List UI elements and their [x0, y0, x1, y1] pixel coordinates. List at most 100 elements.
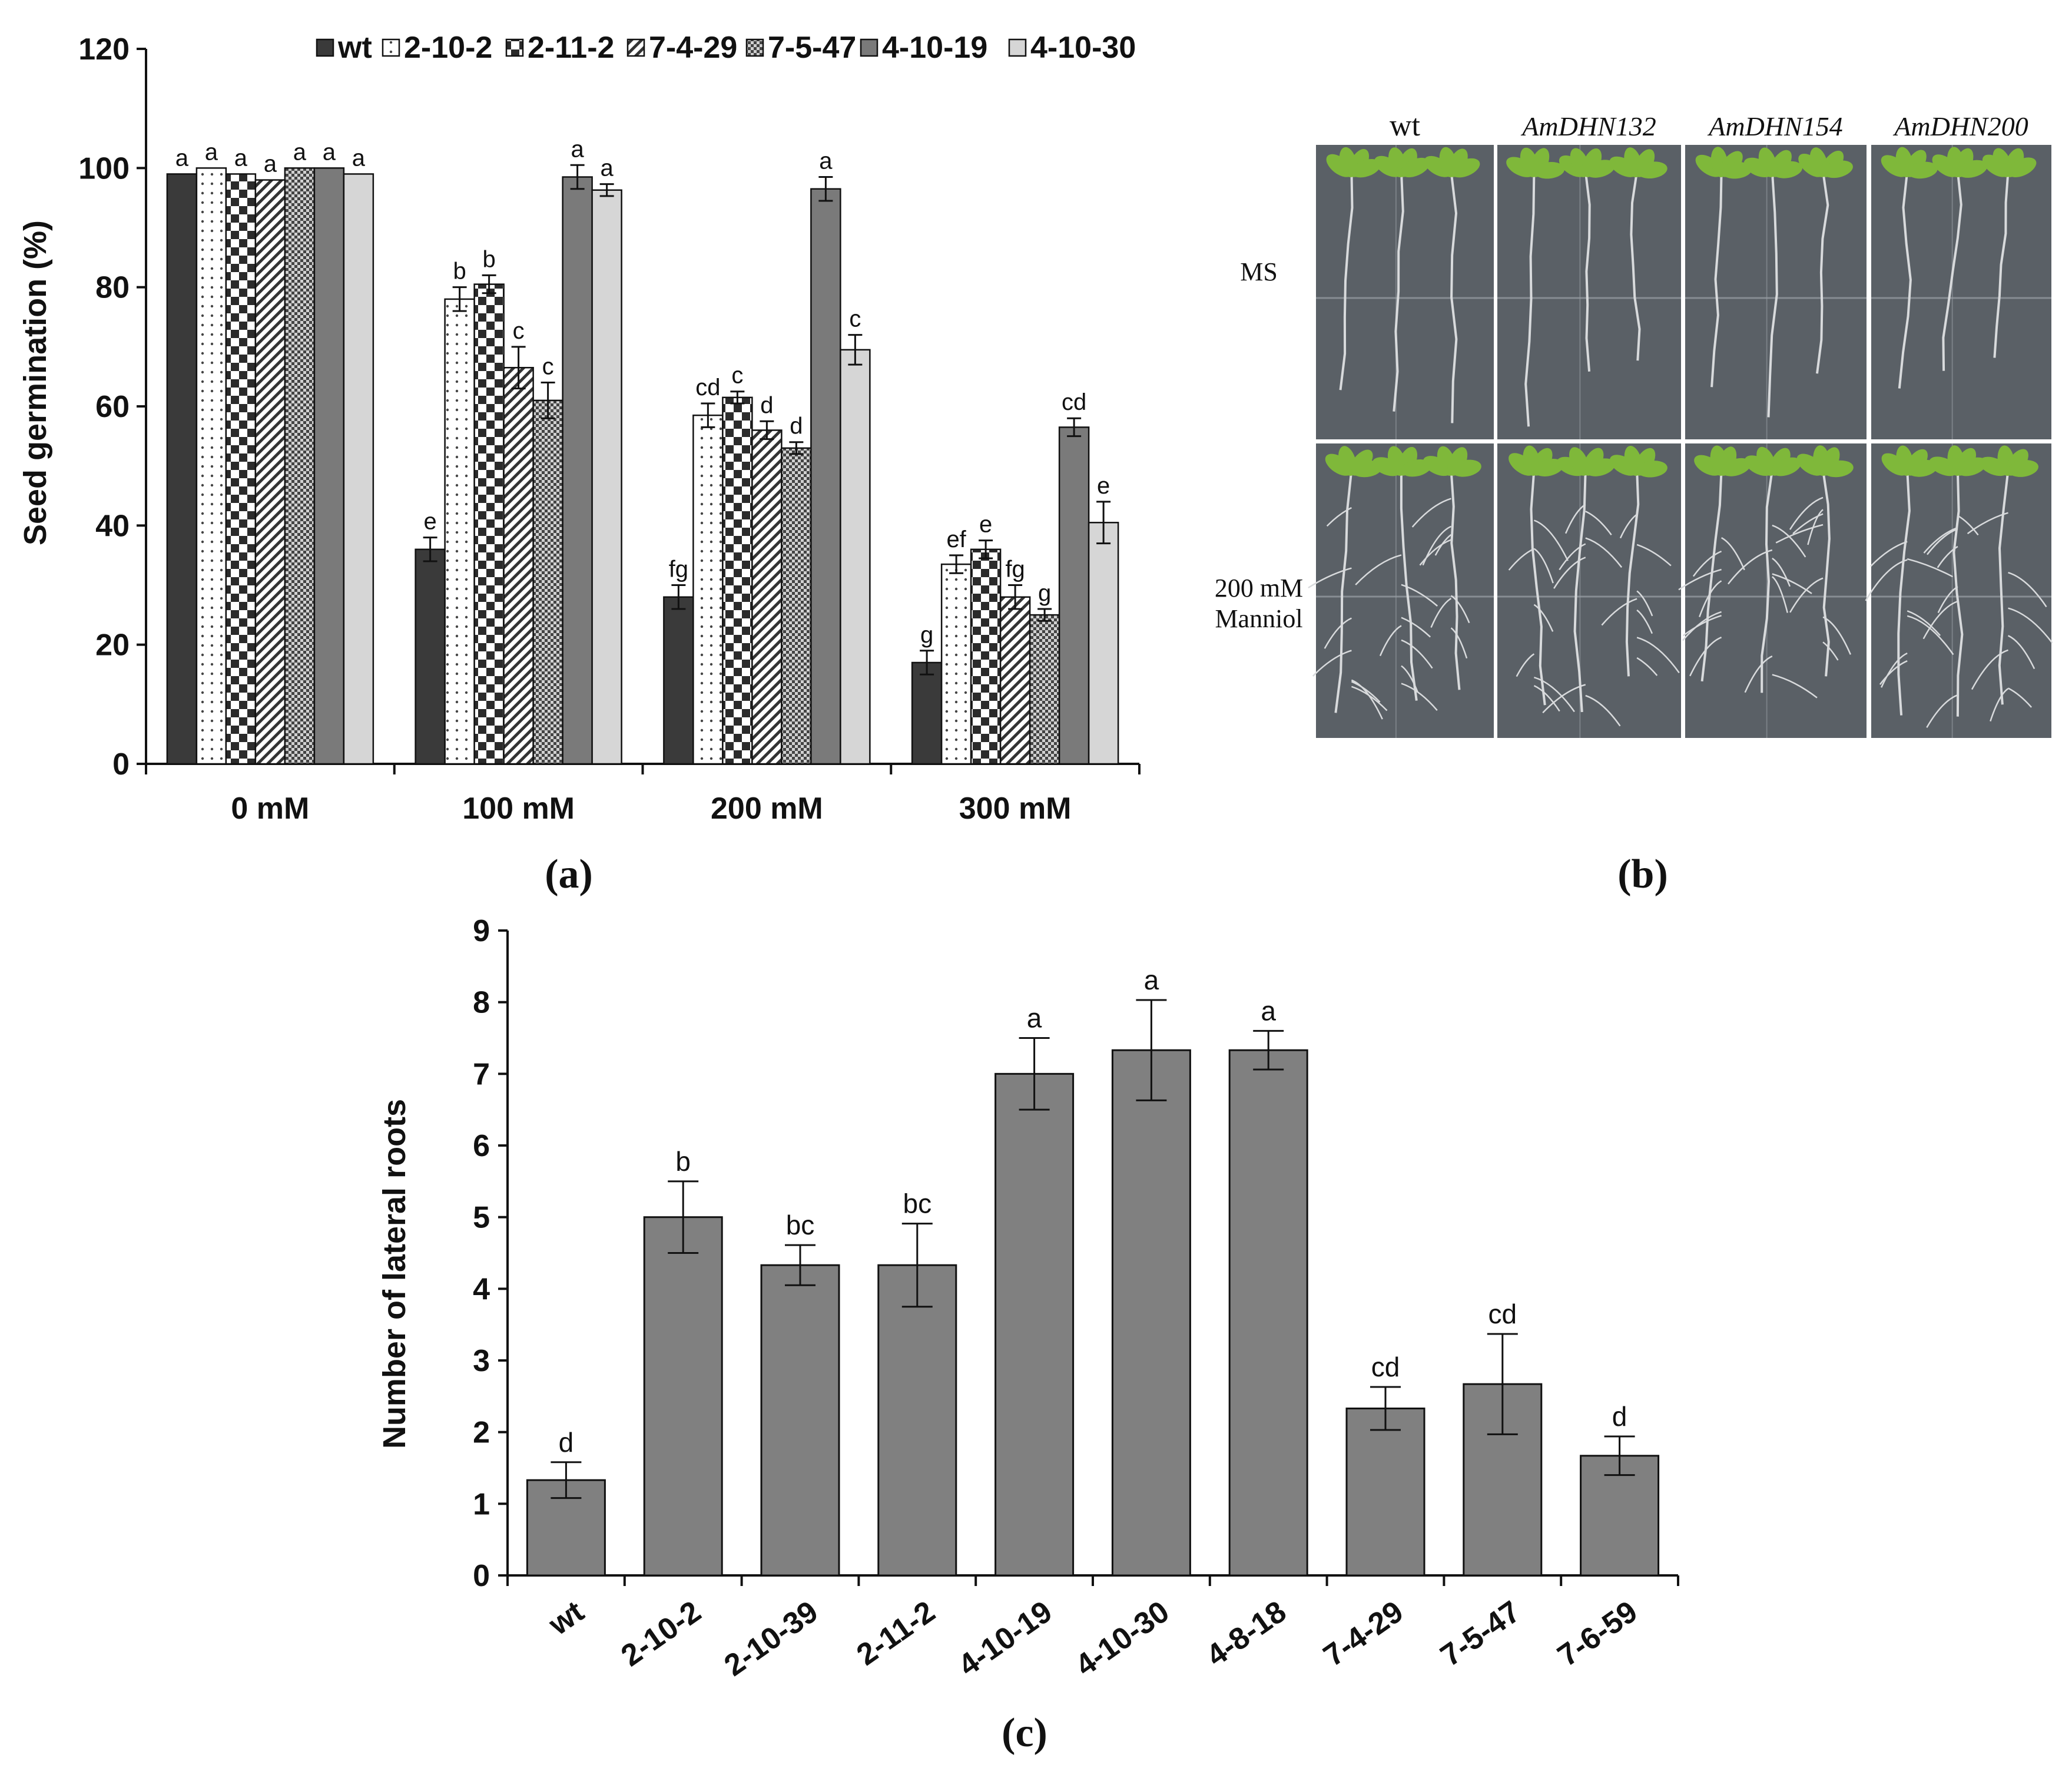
plate-background [1871, 145, 2051, 439]
bar-2-10-2 [643, 1216, 723, 1577]
bar-4-8-18 [1228, 1049, 1308, 1577]
legend-swatch-2-10-2 [382, 38, 400, 57]
lateral-root [1516, 653, 1535, 677]
bar-wt-300mM [911, 661, 943, 765]
y-tick-label: 60 [95, 390, 130, 424]
legend-swatch-7-4-29 [626, 38, 645, 57]
bar-wt-200mM [663, 596, 694, 765]
lateral-root [1450, 627, 1468, 659]
lateral-root [1559, 543, 1586, 571]
lateral-root [1789, 496, 1824, 530]
significance-letter: c [513, 318, 525, 344]
lateral-root [1775, 524, 1824, 544]
panel-c-bars: d b bc bc a a a cd cd d [526, 965, 1660, 1577]
significance-letter: a [352, 145, 366, 171]
leaf [1637, 461, 1667, 478]
y-tick-label: 120 [78, 32, 130, 67]
significance-letter: c [849, 306, 861, 332]
significance-letter: a [234, 145, 248, 171]
root [1952, 469, 1964, 717]
bar-wt-100mM [415, 548, 446, 765]
lateral-root [1822, 616, 1852, 655]
lateral-root [1601, 598, 1637, 626]
significance-letter: d [760, 392, 773, 418]
lateral-root [1585, 537, 1623, 568]
lateral-root [1351, 679, 1383, 720]
bar-7-4-29-100mM [503, 366, 534, 765]
root [1339, 171, 1354, 390]
panel-a-label: (a) [545, 852, 593, 897]
bar-2-10-2-200mM [692, 414, 724, 765]
bar-4-10-30-100mM [591, 189, 622, 765]
bar-wt-0mM [166, 173, 198, 765]
bar-4-10-30-200mM [840, 349, 871, 765]
lateral-root [1533, 519, 1569, 561]
x-tick-label: 100 mM [462, 792, 575, 826]
leaf [1772, 161, 1803, 178]
significance-letter: cd [695, 375, 720, 400]
leaf [1451, 459, 1481, 477]
bar-4-10-30-0mM [343, 173, 374, 765]
lateral-root [1879, 660, 1908, 685]
legend-label-4-10-19: 4-10-19 [882, 31, 987, 65]
significance-letter: e [979, 512, 992, 538]
root [1584, 171, 1591, 372]
lateral-root [1971, 649, 2008, 690]
lateral-root [1326, 506, 1352, 527]
y-tick-label: 100 [78, 151, 130, 186]
lateral-root [1744, 655, 1773, 693]
bar-2-10-2-100mM [444, 298, 475, 765]
root [1998, 469, 2010, 705]
bar-7-5-47-200mM [781, 447, 812, 765]
plate-background [1497, 443, 1681, 738]
significance-letter: fg [669, 557, 688, 582]
bar-7-5-47-100mM [532, 399, 563, 765]
significance-letter: d [559, 1427, 574, 1458]
root [1942, 171, 1962, 371]
root [1761, 469, 1773, 693]
panel-a-axes: 0 20 40 60 80 100 120 0 mM 100 mM 200 mM 300 mM [78, 32, 1141, 826]
leaf [2007, 157, 2037, 177]
y-tick-label: 20 [95, 628, 130, 663]
lateral-root [2007, 687, 2033, 708]
leaf [1907, 161, 1938, 179]
significance-letter: g [920, 622, 933, 648]
leaf [1957, 457, 1987, 476]
x-tick-label: 4-10-19 [952, 1594, 1058, 1683]
significance-letter: b [483, 246, 496, 272]
lateral-root [1822, 641, 1839, 661]
lateral-root [1927, 528, 1958, 555]
column-header-AmDHN132: AmDHN132 [1520, 111, 1656, 141]
panel-a-legend: wt 2-10-2 2-11-2 7-4-29 7-5-47 4-10-19 4-10-30 [316, 31, 1136, 65]
x-tick-label: 4-8-18 [1201, 1594, 1292, 1673]
leaf [1772, 457, 1802, 476]
root [1897, 469, 1911, 716]
significance-letter: a [264, 151, 277, 177]
lateral-root [1553, 557, 1586, 589]
x-tick-label: 7-5-47 [1434, 1594, 1526, 1673]
leaf [1401, 157, 1430, 178]
significance-letter: c [731, 363, 743, 389]
significance-letter: e [424, 509, 437, 535]
lateral-root [1937, 545, 1958, 568]
column-header-AmDHN154: AmDHN154 [1707, 111, 1842, 141]
lateral-root [1957, 515, 1979, 536]
root [1530, 469, 1546, 706]
y-tick-label: 4 [473, 1272, 490, 1306]
lateral-root [1636, 590, 1653, 617]
bar-2-11-2 [877, 1264, 957, 1577]
plate-background [1316, 145, 1494, 439]
bar-7-4-29-200mM [751, 429, 783, 765]
lateral-root [2008, 572, 2047, 608]
legend-label-7-5-47: 7-5-47 [768, 31, 856, 65]
bar-4-10-19-300mM [1058, 426, 1090, 765]
legend-label-wt: wt [337, 31, 372, 65]
plate-background [1316, 443, 1494, 738]
significance-letter: a [601, 155, 614, 181]
x-tick-label: 200 mM [711, 792, 823, 826]
plate-background [1871, 443, 2051, 738]
significance-letter: fg [1005, 557, 1025, 582]
panel-b-photo-grid: wt AmDHN132 AmDHN154 AmDHN200 MS 200 mMManni… [1215, 109, 2053, 897]
